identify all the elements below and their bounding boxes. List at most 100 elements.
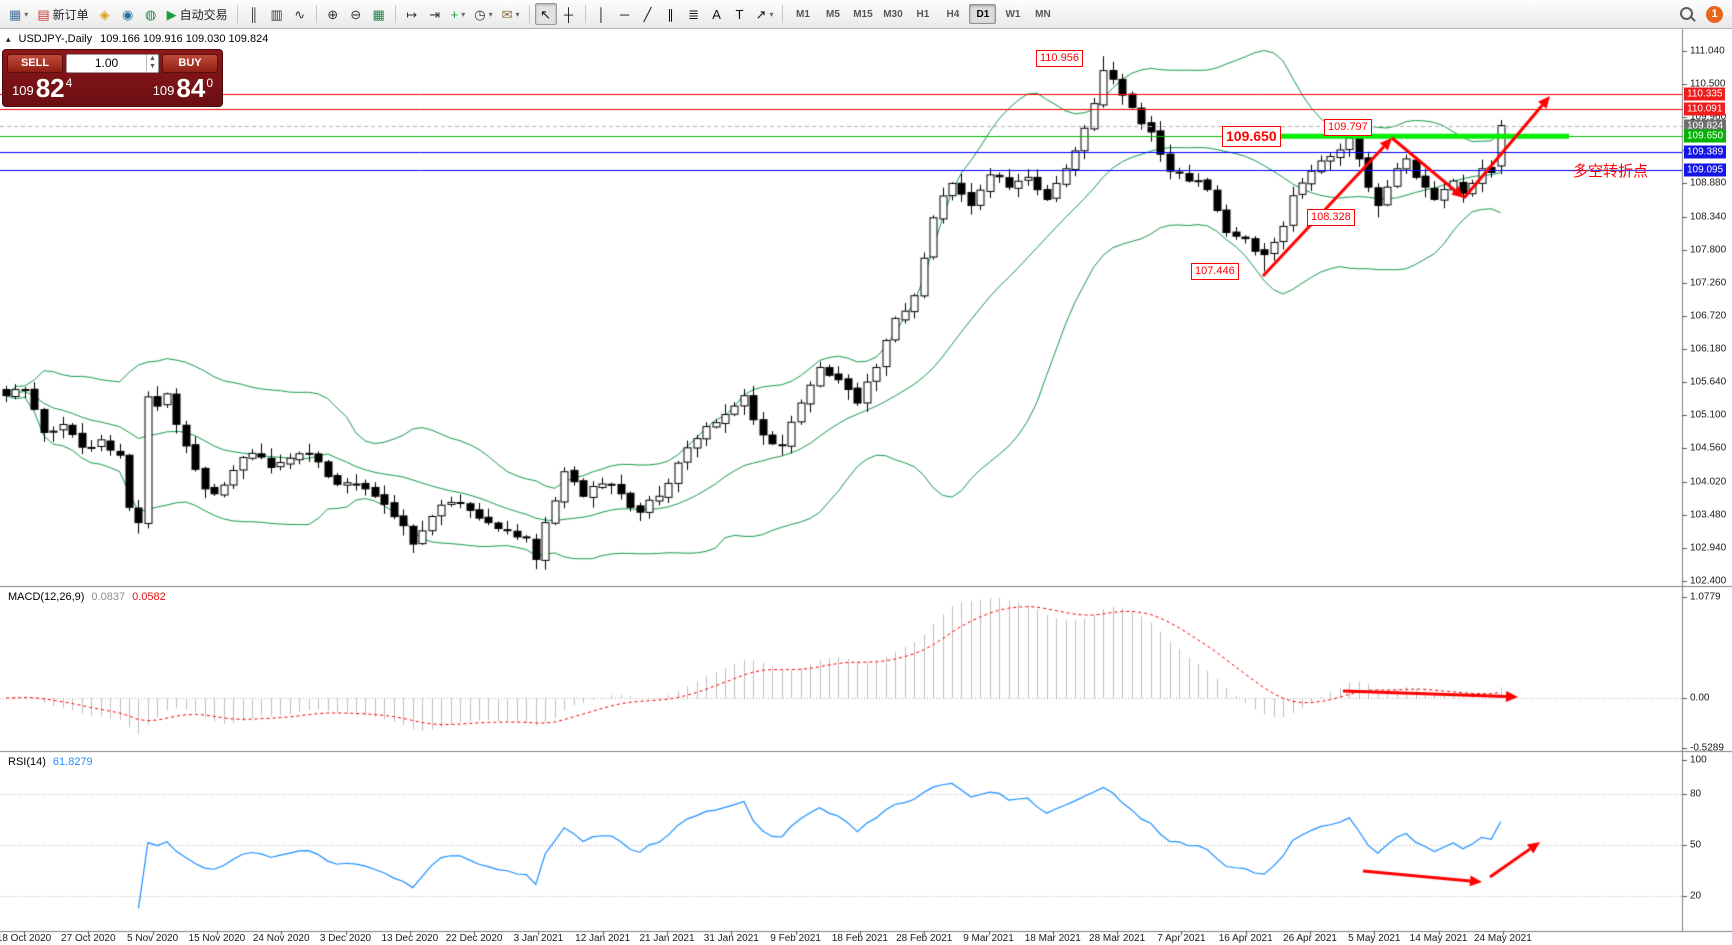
sell-price[interactable]: 109 82 4: [12, 75, 72, 102]
rsi-tick: 20: [1690, 890, 1702, 902]
rsi-tick: 80: [1690, 788, 1702, 800]
date-tick: 22 Dec 2020: [445, 933, 503, 944]
price-tick: 105.100: [1690, 409, 1727, 421]
data-window-icon-glyph: ◍: [144, 6, 157, 22]
new-chart-button-dropdown[interactable]: ▾: [24, 9, 29, 19]
auto-trading-button[interactable]: ▶ 自动交易: [163, 3, 232, 25]
price-box-110.091: 110.091: [1684, 102, 1726, 116]
sell-price-sup: 4: [65, 76, 73, 90]
price-tick: 106.180: [1690, 343, 1727, 355]
templates-button-dropdown[interactable]: ▾: [515, 9, 520, 19]
indicators-button-glyph: +: [450, 6, 459, 22]
channel-button[interactable]: ∥: [660, 3, 682, 25]
new-chart-button-glyph: ▦: [9, 6, 22, 22]
date-tick: 12 Jan 2021: [575, 933, 631, 944]
date-tick: 3 Dec 2020: [319, 933, 372, 944]
volume-down-icon[interactable]: ▼: [149, 63, 156, 70]
timeframe-d1[interactable]: D1: [969, 4, 997, 24]
zoom-out-button[interactable]: ⊖: [345, 3, 367, 25]
timeframe-m30[interactable]: M30: [883, 8, 903, 20]
fibonacci-button[interactable]: ≣: [683, 3, 705, 25]
volume-value[interactable]: 1.00: [94, 56, 119, 70]
collapse-icon[interactable]: ▴: [6, 33, 11, 44]
auto-scroll-button[interactable]: ↦: [401, 3, 423, 25]
date-tick: 16 Apr 2021: [1218, 933, 1273, 944]
new-chart-button[interactable]: ▦ ▾: [5, 3, 32, 25]
periods-button-dropdown[interactable]: ▾: [488, 9, 493, 19]
market-watch-icon[interactable]: ◈: [94, 3, 116, 25]
indicators-button-dropdown[interactable]: ▾: [461, 9, 466, 19]
line-chart-button-glyph: ∿: [294, 6, 306, 22]
volume-stepper[interactable]: 1.00 ▲ ▼: [66, 53, 159, 73]
date-tick: 9 Feb 2021: [770, 933, 821, 944]
new-order-button-label: 新订单: [52, 7, 89, 22]
date-tick: 21 Jan 2021: [639, 933, 695, 944]
price-tick: 103.480: [1690, 509, 1727, 521]
zoom-in-button[interactable]: ⊕: [322, 3, 344, 25]
tile-windows-button[interactable]: ▦: [368, 3, 390, 25]
templates-button[interactable]: ✉ ▾: [498, 3, 524, 25]
buy-price[interactable]: 109 84 0: [153, 75, 213, 102]
buy-price-prefix: 109: [152, 83, 175, 98]
timeframe-m1[interactable]: M1: [796, 8, 810, 20]
price-box-109.095: 109.095: [1684, 163, 1727, 177]
cursor-button-glyph: ↖: [540, 6, 551, 22]
date-tick: 9 Mar 2021: [963, 933, 1014, 944]
indicators-button[interactable]: + ▾: [447, 3, 470, 25]
symbol-info: ▴ USDJPY-,Daily 109.166 109.916 109.030 …: [6, 33, 268, 45]
profiles-icon[interactable]: ◉: [117, 3, 139, 25]
buy-button[interactable]: BUY: [162, 53, 218, 73]
periods-button[interactable]: ◷ ▾: [470, 3, 496, 25]
sell-price-prefix: 109: [12, 83, 34, 98]
channel-button-glyph: ∥: [667, 6, 674, 22]
timeframe-h4[interactable]: H4: [946, 8, 960, 20]
toolbar-separator: [236, 5, 238, 23]
timeframe-h1[interactable]: H1: [916, 8, 930, 20]
zoom-out-button-glyph: ⊖: [350, 6, 362, 22]
text-button[interactable]: A: [706, 3, 728, 25]
sell-button[interactable]: SELL: [7, 53, 63, 73]
chart-shift-button-glyph: ⇥: [429, 6, 441, 22]
volume-up-icon[interactable]: ▲: [149, 55, 156, 62]
date-tick: 28 Feb 2021: [896, 933, 953, 944]
horizontal-line-button[interactable]: ─: [614, 3, 636, 25]
chart-shift-button[interactable]: ⇥: [424, 3, 446, 25]
price-tick: 108.340: [1690, 211, 1727, 223]
timeframe-m15[interactable]: M15: [853, 8, 873, 20]
rsi-value: 61.8279: [52, 756, 93, 768]
data-window-icon[interactable]: ◍: [140, 3, 162, 25]
candlestick-chart-button[interactable]: ▥: [266, 3, 288, 25]
timeframe-mn[interactable]: MN: [1035, 8, 1051, 20]
search-icon[interactable]: [1679, 6, 1696, 23]
price-box-109.650: 109.650: [1684, 129, 1727, 143]
timeframe-m5[interactable]: M5: [826, 8, 840, 20]
date-tick: 14 May 2021: [1409, 933, 1468, 944]
toolbar-separator: [584, 5, 586, 23]
date-tick: 26 Apr 2021: [1283, 933, 1337, 944]
crosshair-button[interactable]: ┼: [558, 3, 580, 25]
new-order-button-glyph: ▤: [37, 6, 50, 22]
price-tick: 102.400: [1690, 575, 1727, 587]
notification-badge[interactable]: 1: [1706, 5, 1723, 23]
date-tick: 24 Nov 2020: [252, 933, 310, 944]
date-tick: 18 Feb 2021: [831, 933, 888, 944]
vertical-line-button-glyph: │: [597, 6, 606, 22]
price-tick: 102.940: [1690, 542, 1727, 554]
horizontal-line-button-glyph: ─: [619, 6, 630, 22]
vertical-line-button[interactable]: │: [591, 3, 613, 25]
label-button[interactable]: T: [729, 3, 751, 25]
arrows-button-dropdown[interactable]: ▾: [769, 9, 774, 19]
price-tick: 104.020: [1690, 476, 1727, 488]
arrows-button[interactable]: ↗ ▾: [752, 3, 778, 25]
bar-chart-button[interactable]: ║: [243, 3, 265, 25]
trendline-button[interactable]: ╱: [637, 3, 659, 25]
price-tick: 109.960: [1690, 111, 1727, 123]
new-order-button[interactable]: ▤ 新订单: [33, 3, 92, 25]
buy-price-sup: 0: [206, 76, 213, 90]
cursor-button[interactable]: ↖: [534, 3, 557, 25]
timeframe-w1[interactable]: W1: [1005, 8, 1021, 20]
macd-label: MACD(12,26,9) 0.0837 0.0582: [8, 591, 166, 603]
line-chart-button[interactable]: ∿: [289, 3, 311, 25]
macd-value-main: 0.0837: [91, 591, 126, 603]
